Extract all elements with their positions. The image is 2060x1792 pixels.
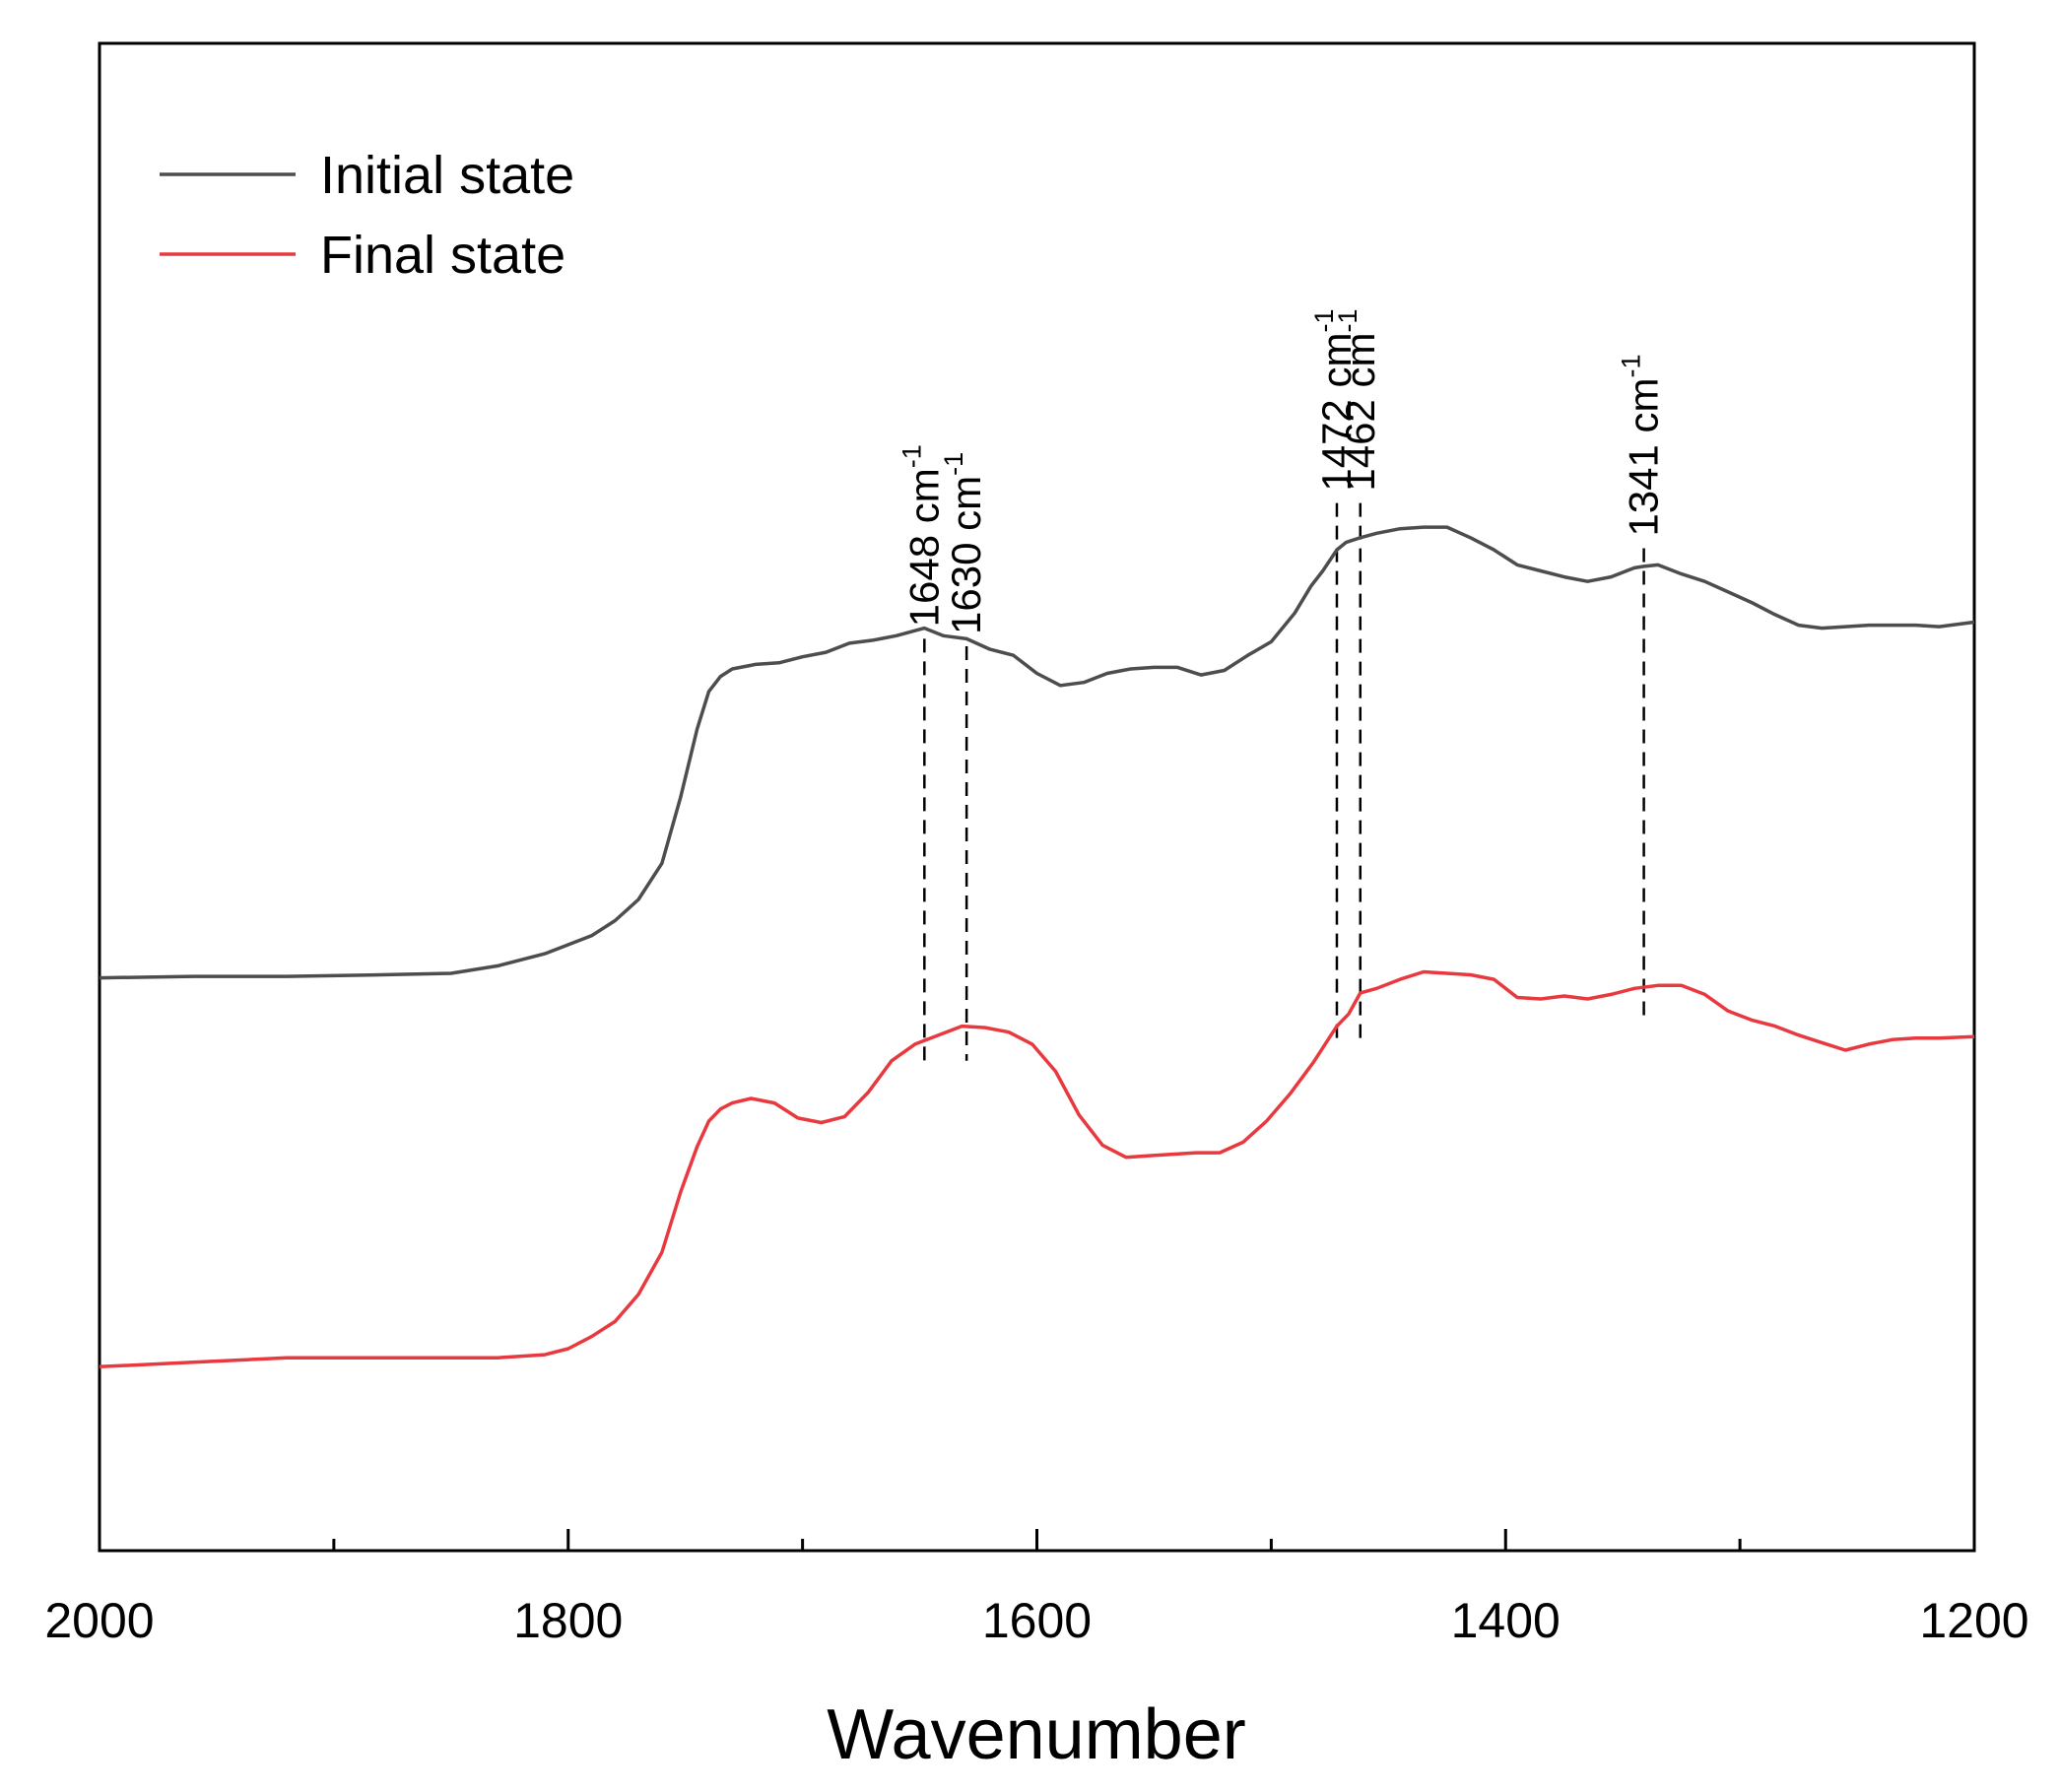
series-layer: [99, 525, 1975, 1369]
x-tick-label: 1600: [982, 1593, 1092, 1648]
x-tick-label: 1400: [1451, 1593, 1561, 1648]
series-line: [99, 969, 1975, 1369]
peak-label: 1648 cm-1: [897, 444, 947, 627]
peak-label: 1472 cm-1: [1309, 309, 1360, 492]
legend-label: Final state: [320, 226, 565, 285]
peak-label: 1630 cm-1: [939, 452, 989, 634]
peak-label: 1462 cm-1: [1333, 309, 1383, 492]
x-tick-label: 2000: [44, 1593, 154, 1648]
x-axis-title: Wavenumber: [827, 1695, 1246, 1774]
x-axis-tick-labels: 2000 1800 1600 1400 1200: [44, 1593, 2028, 1648]
x-axis-ticks: [98, 1529, 1976, 1551]
peak-label: 1341 cm-1: [1617, 354, 1667, 536]
legend: Initial state Final state: [160, 146, 574, 285]
series-line: [99, 525, 1975, 980]
x-tick-label: 1200: [1919, 1593, 2028, 1648]
legend-label: Initial state: [320, 146, 574, 205]
x-tick-label: 1800: [513, 1593, 623, 1648]
